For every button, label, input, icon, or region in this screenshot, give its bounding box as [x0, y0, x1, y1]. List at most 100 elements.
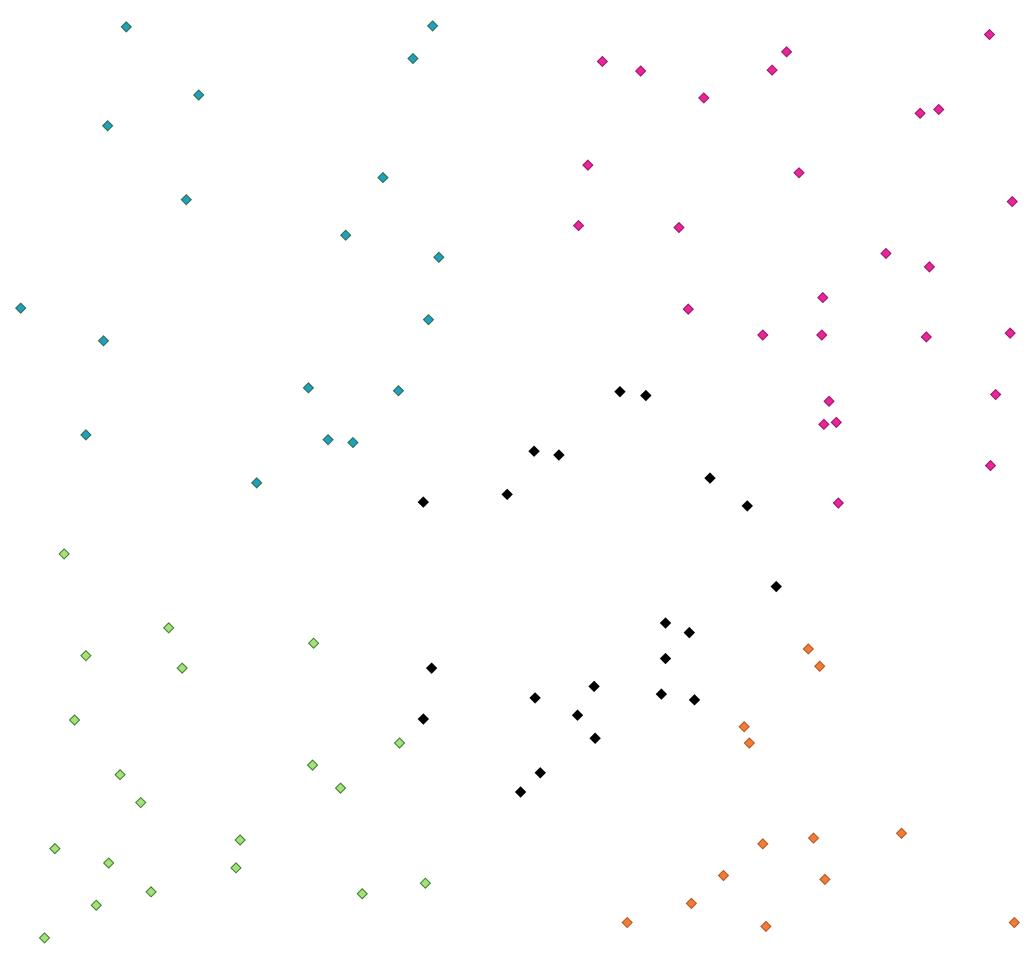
- data-point: [814, 660, 826, 672]
- data-point: [933, 103, 945, 116]
- series-1: [572, 28, 1018, 509]
- data-point: [683, 626, 696, 639]
- data-point: [145, 886, 157, 898]
- data-point: [757, 329, 769, 341]
- data-point: [572, 219, 585, 232]
- data-point: [780, 46, 793, 58]
- data-point: [614, 385, 626, 398]
- data-point: [180, 193, 193, 206]
- data-point: [230, 862, 242, 874]
- data-point: [90, 899, 102, 911]
- data-point: [823, 395, 835, 407]
- data-point: [1008, 916, 1021, 929]
- data-point: [426, 20, 439, 32]
- data-point: [983, 28, 996, 41]
- data-point: [68, 714, 81, 726]
- data-point: [433, 251, 445, 263]
- series-2: [417, 385, 782, 798]
- data-point: [250, 477, 263, 489]
- data-point: [534, 767, 546, 779]
- data-point: [640, 389, 652, 402]
- data-point: [717, 869, 730, 882]
- data-point: [704, 472, 716, 484]
- data-point: [347, 436, 359, 449]
- data-point: [571, 709, 584, 721]
- data-point: [655, 688, 668, 700]
- data-point: [817, 291, 829, 304]
- data-point: [417, 713, 430, 725]
- series-4: [621, 643, 1021, 933]
- data-point: [914, 107, 926, 119]
- data-point: [392, 385, 405, 397]
- data-point: [234, 834, 246, 846]
- data-point: [659, 652, 672, 665]
- data-point: [807, 832, 820, 844]
- data-point: [339, 229, 352, 241]
- data-point: [923, 261, 936, 273]
- data-point: [14, 302, 27, 314]
- data-point: [989, 388, 1002, 401]
- data-point: [688, 694, 701, 706]
- data-point: [120, 21, 132, 33]
- data-point: [528, 445, 540, 457]
- data-point: [97, 335, 110, 347]
- data-point: [422, 313, 435, 326]
- data-point: [302, 382, 315, 394]
- data-point: [582, 159, 594, 171]
- data-point: [102, 857, 115, 869]
- data-point: [307, 637, 320, 649]
- data-point: [682, 303, 694, 315]
- data-point: [770, 580, 782, 593]
- data-point: [659, 617, 672, 629]
- data-point: [501, 488, 513, 501]
- data-point: [895, 827, 908, 839]
- data-point: [832, 497, 845, 509]
- data-point: [1006, 195, 1018, 208]
- data-point: [193, 89, 205, 101]
- data-point: [49, 842, 61, 855]
- data-point: [596, 55, 609, 68]
- data-point: [80, 429, 92, 441]
- data-point: [553, 449, 565, 461]
- data-point: [425, 662, 438, 674]
- data-point: [101, 120, 114, 132]
- data-point: [419, 877, 432, 889]
- data-point: [802, 643, 815, 655]
- data-point: [698, 92, 710, 104]
- data-point: [685, 897, 698, 910]
- data-point: [334, 782, 347, 794]
- data-point: [356, 888, 368, 900]
- data-point: [529, 692, 541, 704]
- data-point: [377, 171, 389, 184]
- data-point: [135, 796, 147, 809]
- data-point: [162, 622, 175, 634]
- data-point: [322, 433, 334, 446]
- data-point: [589, 732, 601, 744]
- data-point: [588, 680, 600, 693]
- data-point: [743, 737, 756, 749]
- data-point: [766, 64, 778, 76]
- data-point: [793, 167, 805, 179]
- data-point: [1004, 327, 1016, 339]
- data-point: [818, 418, 830, 431]
- data-point: [738, 721, 750, 733]
- data-point: [673, 221, 685, 234]
- data-point: [880, 247, 892, 260]
- data-point: [38, 932, 51, 944]
- data-point: [830, 416, 842, 429]
- data-point: [760, 920, 772, 933]
- data-point: [984, 459, 997, 472]
- series-0: [14, 20, 445, 489]
- data-point: [58, 548, 70, 560]
- data-point: [407, 52, 419, 65]
- series-3: [38, 548, 432, 944]
- data-point: [757, 838, 769, 850]
- data-point: [741, 500, 753, 512]
- data-point: [634, 65, 647, 77]
- data-point: [819, 873, 831, 886]
- data-point: [393, 737, 406, 749]
- data-point: [816, 329, 828, 341]
- data-point: [920, 331, 933, 343]
- data-point: [417, 496, 430, 508]
- data-point: [514, 786, 527, 798]
